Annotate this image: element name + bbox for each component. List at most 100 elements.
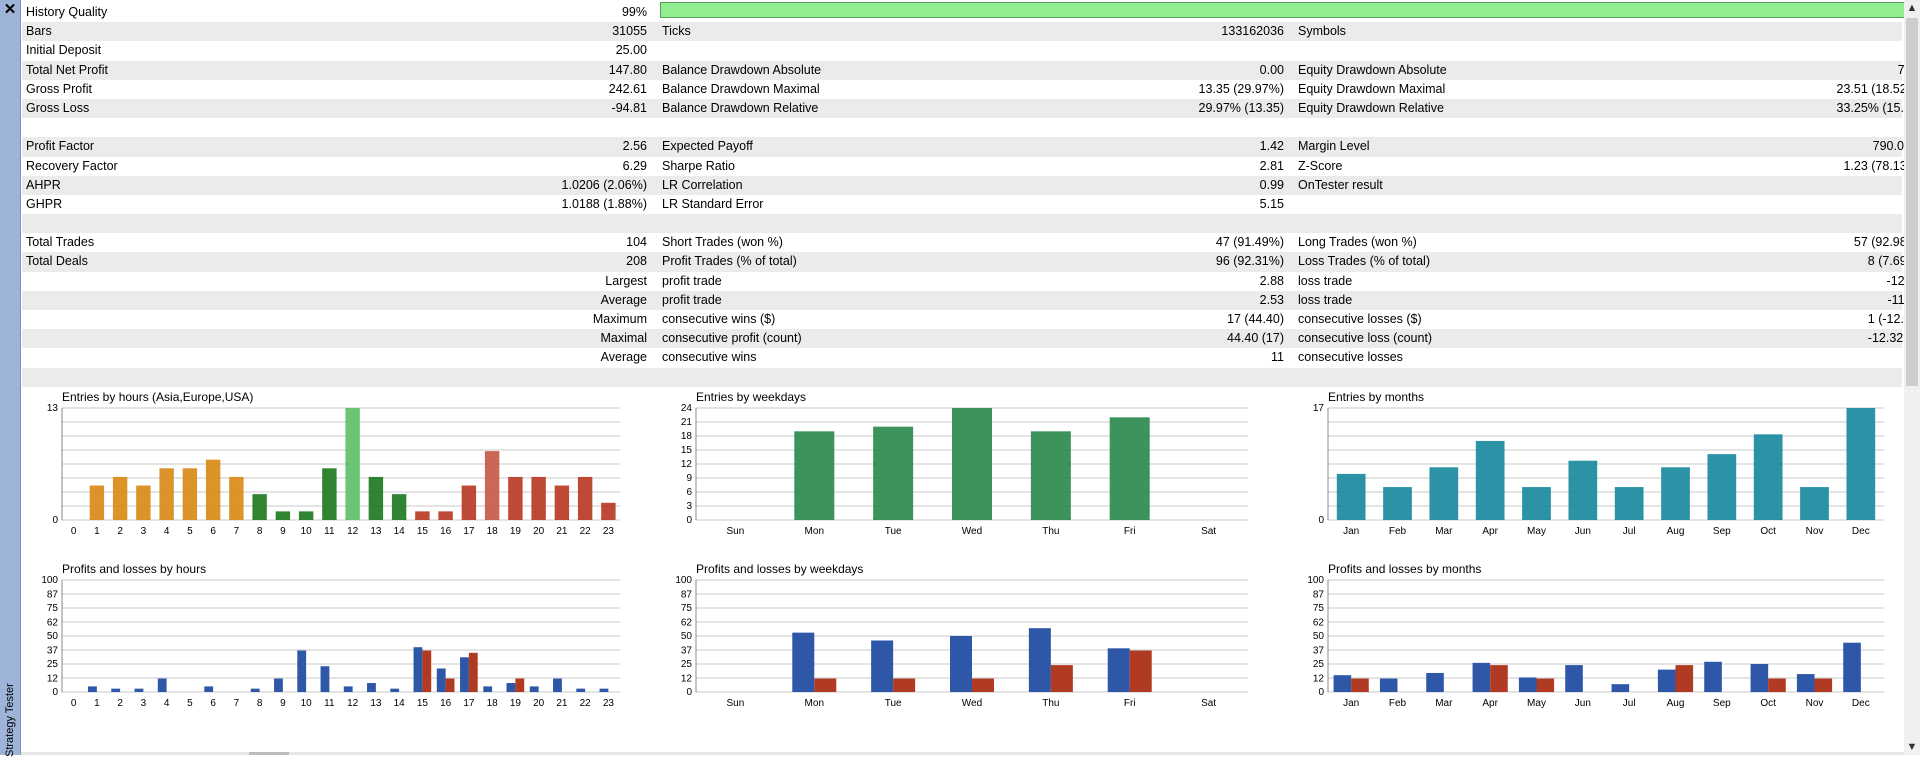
loss-bar: [1768, 678, 1786, 692]
x-tick-label: 9: [280, 698, 286, 709]
x-tick-label: Sat: [1201, 526, 1216, 537]
chart-title: Profits and losses by weekdays: [696, 562, 864, 576]
stats-row: Bars 31055 Ticks 133162036 Symbols 1: [22, 22, 1920, 42]
x-tick-label: 0: [71, 526, 77, 537]
y-tick-label: 0: [52, 687, 58, 698]
stat-value: Average: [600, 350, 647, 365]
statistics-table: History Quality 99% Bars 31055 Ticks 13316203…: [22, 3, 1920, 387]
entry-bar: [952, 408, 992, 520]
history-quality-bar: [660, 2, 1905, 18]
y-tick-label: 0: [1318, 515, 1324, 526]
scroll-thumb[interactable]: [1906, 18, 1918, 386]
horizontal-scrollbar[interactable]: [21, 752, 1904, 755]
stats-row: Profit Factor 2.56 Expected Payoff 1.42 Marg…: [22, 137, 1920, 157]
x-tick-label: 4: [164, 526, 170, 537]
stat-label: Symbols: [1298, 24, 1346, 39]
stat-value: 31055: [612, 24, 647, 39]
x-tick-label: Apr: [1482, 526, 1498, 537]
x-tick-label: 19: [510, 698, 522, 709]
x-tick-label: Sat: [1201, 698, 1216, 709]
profit-bar: [792, 632, 815, 692]
x-tick-label: 7: [234, 698, 240, 709]
profit-bar: [134, 688, 144, 692]
chart: Entries by months 0 17 Jan Feb Mar Apr May Jun Ju…: [1294, 390, 1892, 543]
loss-bar: [445, 678, 455, 692]
y-tick-label: 87: [1313, 590, 1325, 601]
x-tick-label: 9: [280, 526, 286, 537]
profit-bar: [1657, 669, 1676, 692]
entry-bar: [1109, 417, 1150, 520]
x-tick-label: Nov: [1806, 526, 1824, 537]
x-tick-label: 5: [187, 698, 193, 709]
entry-bar: [252, 494, 267, 520]
profit-bar: [88, 686, 97, 692]
profit-bar: [390, 688, 400, 692]
x-tick-label: 1: [94, 526, 100, 537]
profit-bar: [1565, 665, 1583, 692]
x-tick-label: 10: [301, 698, 313, 709]
profit-bar: [1107, 648, 1130, 692]
close-icon[interactable]: ✕: [3, 1, 17, 18]
x-tick-label: Sun: [727, 526, 745, 537]
stat-value: -12.32 (1): [1867, 331, 1920, 346]
stat-label: consecutive loss (count): [1298, 331, 1433, 346]
entry-bar: [1383, 487, 1412, 520]
x-tick-label: 8: [257, 698, 263, 709]
stat-value: 96 (92.31%): [1215, 254, 1284, 269]
stats-row: Recovery Factor 6.29 Sharpe Ratio 2.81 Z-Sco…: [22, 157, 1920, 176]
stat-label: consecutive losses: [1298, 350, 1403, 365]
entry-bar: [1475, 440, 1505, 520]
stat-value: 17 (44.40): [1227, 312, 1284, 326]
x-tick-label: 11: [324, 526, 335, 537]
profit-bar: [529, 686, 539, 692]
vertical-scrollbar[interactable]: ▲ ▼: [1904, 0, 1920, 755]
loss-bar: [1675, 665, 1694, 692]
x-tick-label: 16: [440, 526, 452, 537]
chart-title: Entries by months: [1328, 390, 1425, 404]
x-tick-label: Jan: [1343, 526, 1359, 537]
y-tick-label: 25: [47, 659, 59, 670]
stat-value: 7.46: [1622, 61, 1920, 80]
stat-value: 1.0206 (2.06%): [561, 177, 647, 192]
x-tick-label: 14: [394, 526, 406, 537]
stat-label: Total Deals: [26, 254, 88, 269]
stat-value: 1.42: [1259, 139, 1284, 154]
stat-label: loss trade: [1298, 292, 1353, 307]
stats-row: Average consecutive wins 11 consecutive los…: [22, 348, 1920, 367]
scroll-up-button[interactable]: ▲: [1906, 2, 1918, 14]
x-tick-label: Sep: [1713, 698, 1731, 709]
entry-bar: [577, 476, 593, 520]
x-tick-label: Tue: [885, 526, 902, 537]
y-tick-label: 100: [675, 575, 692, 586]
entry-bar: [1429, 467, 1459, 520]
profit-bar: [320, 666, 330, 692]
x-tick-label: Oct: [1760, 526, 1776, 537]
x-tick-label: Fri: [1124, 526, 1136, 537]
stat-value: -12.32: [1622, 272, 1920, 291]
stat-label: Profit Trades (% of total): [662, 254, 797, 269]
entry-bar: [1614, 487, 1644, 520]
y-tick-label: 15: [681, 445, 693, 456]
stat-value: 57 (92.98%): [1853, 235, 1920, 250]
y-tick-label: 3: [686, 501, 692, 512]
y-tick-label: 62: [681, 618, 693, 629]
chart-svg: 0 12 25 37 50 62 75 87 100 Sun Mon Tue Wed Thu Fri Sat: [675, 575, 1248, 709]
y-tick-label: 75: [47, 603, 59, 614]
loss-bar: [515, 678, 525, 692]
scroll-down-button[interactable]: ▼: [1906, 741, 1918, 753]
y-tick-label: 50: [681, 631, 693, 642]
entry-bar: [1753, 434, 1783, 520]
x-tick-label: 4: [164, 698, 170, 709]
chart-title: Entries by hours (Asia,Europe,USA): [62, 390, 254, 404]
profit-bar: [274, 678, 283, 692]
profit-bar: [250, 688, 260, 692]
y-tick-label: 12: [1313, 674, 1325, 685]
x-tick-label: Jan: [1343, 698, 1359, 709]
horizontal-scroll-thumb[interactable]: [249, 752, 289, 755]
stat-value: 104: [626, 235, 647, 250]
x-tick-label: 16: [440, 698, 452, 709]
x-tick-label: Thu: [1042, 526, 1059, 537]
stat-value: 6.29: [622, 158, 647, 173]
x-tick-label: 3: [141, 526, 147, 537]
